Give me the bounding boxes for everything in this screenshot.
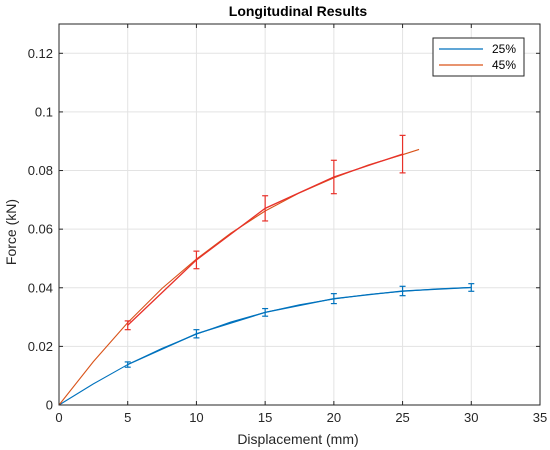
legend-label: 45%	[492, 58, 516, 72]
x-tick-label: 25	[395, 410, 409, 425]
error-bar	[262, 195, 269, 222]
legend-item: 25%	[439, 42, 516, 56]
x-tick-label: 35	[533, 410, 547, 425]
series-1	[58, 283, 475, 406]
x-tick-label: 0	[55, 410, 62, 425]
series-layer	[58, 134, 475, 406]
y-axis-label: Force (kN)	[3, 199, 19, 265]
x-tick-label: 5	[124, 410, 131, 425]
y-tick-label: 0.1	[35, 104, 53, 119]
error-bar	[399, 134, 406, 174]
error-bar	[399, 285, 406, 297]
x-tick-label: 20	[327, 410, 341, 425]
error-bar	[468, 283, 475, 292]
x-tick-label: 30	[464, 410, 478, 425]
x-tick-label: 10	[189, 410, 203, 425]
chart-title: Longitudinal Results	[229, 3, 368, 19]
error-bar	[193, 250, 200, 270]
x-axis-label: Displacement (mm)	[237, 431, 358, 447]
legend-item: 45%	[439, 58, 516, 72]
y-tick-label: 0.06	[28, 222, 53, 237]
y-tick-label: 0	[46, 398, 53, 413]
legend-label: 25%	[492, 42, 516, 56]
y-tick-label: 0.12	[28, 46, 53, 61]
legend-box	[432, 37, 525, 77]
error-bar	[330, 159, 337, 195]
error-bar	[193, 329, 200, 339]
error-bar	[330, 293, 337, 305]
plot-area	[59, 24, 540, 405]
series-2	[58, 134, 420, 406]
error-bar	[124, 320, 131, 331]
error-bar	[124, 361, 131, 368]
plot-frame	[58, 23, 541, 406]
legend: 25%45%	[432, 37, 525, 77]
error-bar	[262, 307, 269, 317]
y-tick-label: 0.08	[28, 163, 53, 178]
x-tick-label: 15	[258, 410, 272, 425]
series-data-line	[127, 286, 472, 366]
ticks: 0 5 10 15 20 25 30 35 0 0.02 0.04 0.06 0.08 0.1 0.12	[28, 24, 547, 425]
y-tick-label: 0.04	[28, 280, 53, 295]
y-tick-label: 0.02	[28, 339, 53, 354]
